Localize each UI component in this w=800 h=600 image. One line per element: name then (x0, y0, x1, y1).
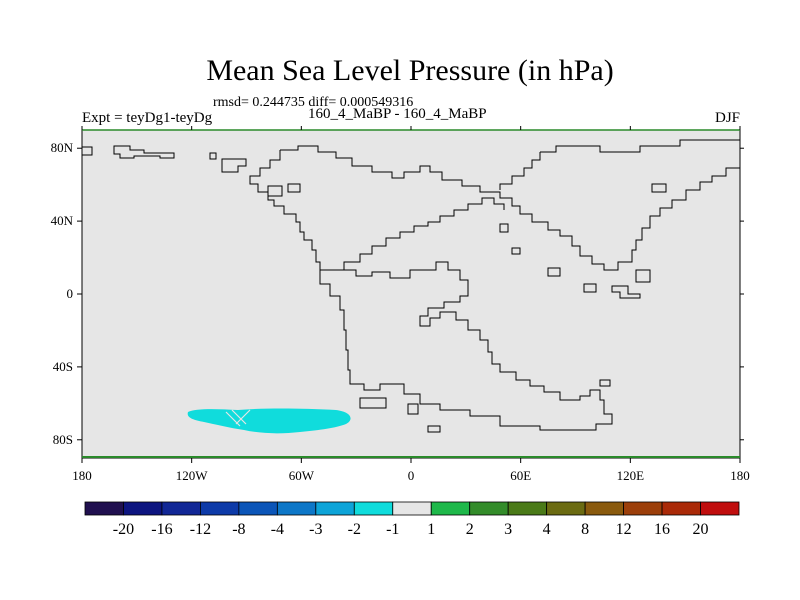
colorbar-swatch (200, 501, 240, 516)
y-tick-label: 40N (51, 213, 74, 228)
colorbar-swatch (84, 501, 124, 516)
colorbar-swatch (700, 501, 740, 516)
coast-siberia (540, 139, 740, 153)
colorbar-swatch (507, 501, 548, 516)
coast-gondwana (319, 261, 613, 431)
coast-island-tethys-3 (611, 285, 641, 299)
season-label: DJF (714, 110, 740, 126)
coast-island-north (499, 223, 509, 233)
x-tick-label: 180 (72, 468, 92, 483)
anomaly-hatch (225, 409, 251, 427)
colorbar-label: 1 (427, 521, 435, 538)
colorbar-label: -1 (386, 521, 399, 538)
colorbar-labels: -20 -16 -12 -8 -4 -3 -2 -1 1 2 3 4 8 12 16 20 (113, 521, 709, 538)
colorbar-swatch (276, 501, 317, 516)
colorbar-label: 4 (543, 521, 551, 538)
experiment-label: Expt = teyDg1-teyDg (82, 110, 213, 126)
coast-alaska-edge (82, 146, 93, 156)
y-tick-label: 80N (51, 140, 74, 155)
coast-small-island (209, 152, 217, 160)
colorbar-label: 16 (654, 521, 670, 538)
x-axis-ticks: 180 120W 60W 0 60E 120E 180 (72, 126, 750, 483)
coast-siberia-west (499, 152, 541, 190)
colorbar-swatch (661, 501, 701, 516)
colorbar-label: -16 (151, 521, 172, 538)
colorbar-swatch (315, 501, 355, 516)
coast-inner-basin (267, 185, 283, 197)
x-tick-label: 120E (617, 468, 645, 483)
coast-island-tethys-2 (583, 283, 597, 293)
coast-island-south-2 (407, 403, 419, 415)
y-axis-ticks: 80N 40N 0 40S 80S (51, 140, 744, 447)
coast-laurasia-north (280, 145, 740, 271)
colorbar (84, 501, 740, 516)
coast-island-australia (599, 379, 611, 387)
x-tick-label: 180 (730, 468, 750, 483)
colorbar-swatch (623, 501, 663, 516)
y-tick-label: 0 (67, 286, 74, 301)
colorbar-label: -4 (271, 521, 284, 538)
x-tick-label: 120W (176, 468, 209, 483)
colorbar-label: -12 (190, 521, 211, 538)
anomaly-layer (187, 408, 351, 434)
colorbar-swatch (584, 501, 624, 516)
colorbar-swatch (546, 501, 586, 516)
colorbar-label: -2 (348, 521, 361, 538)
colorbar-label: 12 (616, 521, 632, 538)
colorbar-swatch (161, 501, 201, 516)
stats-label: rmsd= 0.244735 diff= 0.000549316 (213, 95, 414, 110)
x-tick-label: 60E (510, 468, 531, 483)
coast-island-south (359, 397, 387, 409)
x-tick-label: 0 (408, 468, 415, 483)
period-label: 160_4_MaBP - 160_4_MaBP (308, 106, 487, 122)
colorbar-label: 20 (693, 521, 709, 538)
colorbar-swatch (392, 501, 432, 516)
colorbar-swatch (353, 501, 394, 516)
colorbar-swatch (469, 501, 509, 516)
coast-island-south-3 (427, 425, 441, 433)
coast-inner-basin-2 (287, 183, 301, 193)
coast-island-north-2 (511, 247, 521, 255)
map-background (81, 129, 741, 459)
colorbar-swatch (430, 501, 471, 516)
colorbar-label: 3 (504, 521, 512, 538)
colorbar-label: -3 (309, 521, 322, 538)
colorbar-swatch (123, 501, 163, 516)
coast-island-seasia (635, 269, 651, 283)
colorbar-label: -20 (113, 521, 134, 538)
coast-laurasia-south (249, 150, 505, 271)
coast-arctic-islands (113, 145, 175, 159)
x-tick-label: 60W (289, 468, 315, 483)
y-tick-label: 40S (53, 359, 73, 374)
coastlines (82, 139, 740, 433)
colorbar-label: -8 (232, 521, 245, 538)
colorbar-swatch (238, 501, 278, 516)
colorbar-label: 2 (466, 521, 474, 538)
coast-island-tethys (547, 267, 561, 277)
colorbar-label: 8 (581, 521, 589, 538)
y-tick-label: 80S (53, 432, 73, 447)
coast-greenland-west (221, 158, 247, 173)
coast-island-east (651, 183, 667, 193)
chart-title: Mean Sea Level Pressure (in hPa) (206, 54, 614, 87)
